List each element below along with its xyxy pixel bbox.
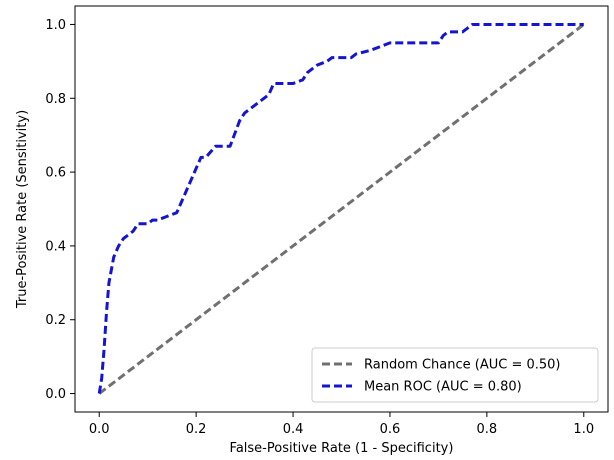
x-tick-label: 0.8 [477, 422, 498, 437]
legend-label-mean-roc: Mean ROC (AUC = 0.80) [364, 380, 522, 395]
y-tick-label: 0.4 [45, 239, 66, 254]
y-axis-label: True-Positive Rate (Sensitivity) [15, 110, 30, 309]
y-tick-label: 0.0 [45, 387, 66, 402]
legend-label-random-chance: Random Chance (AUC = 0.50) [364, 358, 561, 373]
y-tick-label: 1.0 [45, 18, 66, 33]
plot-frame [74, 5, 609, 413]
legend-box [311, 347, 599, 403]
y-tick-label: 0.8 [45, 92, 66, 107]
x-tick-label: 0.0 [89, 422, 110, 437]
series-layer [97, 22, 585, 395]
x-tick-label: 0.4 [283, 422, 304, 437]
x-axis: 0.0 0.2 0.4 0.6 0.8 1.0 [89, 412, 594, 437]
x-axis-label: False-Positive Rate (1 - Specificity) [230, 441, 454, 456]
y-tick-label: 0.6 [45, 166, 66, 181]
y-axis: 0.0 0.2 0.4 0.6 0.8 1.0 [45, 18, 75, 402]
x-tick-label: 0.6 [380, 422, 401, 437]
plot-area: 0.0 0.2 0.4 0.6 0.8 1.0 0.0 0.2 0.4 0.6 0.8 1.0 [45, 5, 609, 437]
series-line-random-chance [98, 23, 585, 395]
y-tick-label: 0.2 [45, 313, 66, 328]
legend: Random Chance (AUC = 0.50) Mean ROC (AUC… [311, 347, 599, 403]
x-tick-label: 0.2 [186, 422, 207, 437]
x-tick-label: 1.0 [573, 422, 594, 437]
series-line-mean-roc [97, 22, 584, 394]
